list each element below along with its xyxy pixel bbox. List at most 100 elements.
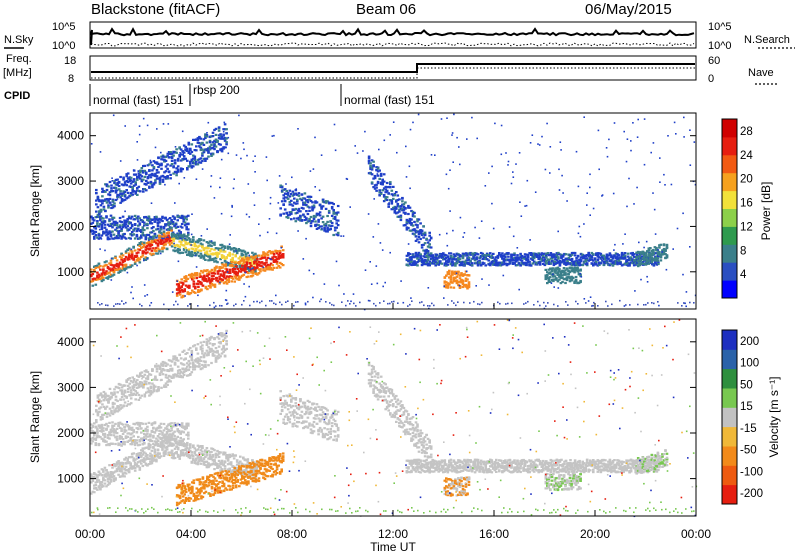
- heatmap-cell: [570, 253, 574, 256]
- heatmap-cell: [478, 259, 481, 263]
- heatmap-cell: [182, 233, 186, 236]
- heatmap-cell: [545, 260, 548, 263]
- heatmap-cell: [152, 235, 155, 238]
- heatmap-cell: [507, 263, 510, 266]
- heatmap-cell: [525, 262, 528, 265]
- heatmap-cell: [543, 256, 547, 259]
- heatmap-cell: [323, 283, 326, 285]
- heatmap-cell: [407, 258, 410, 261]
- heatmap-cell: [628, 264, 631, 267]
- heatmap-cell: [229, 258, 233, 261]
- heatmap-cell: [158, 424, 161, 427]
- heatmap-cell: [555, 277, 558, 280]
- heatmap-cell: [102, 476, 105, 479]
- heatmap-cell: [138, 125, 141, 127]
- heatmap-cell: [445, 254, 448, 257]
- heatmap-cell: [111, 177, 113, 179]
- heatmap-cell: [192, 291, 196, 294]
- heatmap-cell: [137, 224, 140, 227]
- heatmap-cell: [570, 267, 573, 270]
- heatmap-cell: [305, 210, 308, 213]
- power-heatmap: [90, 113, 697, 311]
- heatmap-cell: [179, 169, 183, 172]
- heatmap-cell: [121, 226, 125, 229]
- heatmap-cell: [514, 259, 518, 262]
- heatmap-cell: [464, 277, 468, 280]
- heatmap-cell: [149, 244, 152, 248]
- heatmap-cell: [102, 269, 105, 272]
- heatmap-cell: [225, 269, 229, 272]
- heatmap-cell: [228, 271, 232, 274]
- heatmap-cell: [91, 440, 95, 443]
- heatmap-cell: [97, 435, 101, 438]
- heatmap-cell: [136, 176, 139, 179]
- heatmap-cell: [636, 265, 640, 268]
- heatmap-cell: [214, 251, 218, 254]
- heatmap-cell: [244, 265, 247, 268]
- heatmap-cell: [259, 268, 262, 271]
- heatmap-cell: [577, 185, 580, 188]
- heatmap-cell: [96, 430, 99, 433]
- heatmap-cell: [208, 141, 212, 144]
- heatmap-cell: [165, 219, 169, 222]
- heatmap-cell: [395, 191, 398, 194]
- heatmap-cell: [577, 273, 581, 276]
- heatmap-cell: [133, 227, 137, 230]
- heatmap-cell: [393, 205, 397, 208]
- heatmap-cell: [551, 256, 554, 259]
- heatmap-cell: [248, 265, 252, 268]
- heatmap-cell: [381, 181, 384, 184]
- heatmap-cell: [114, 429, 117, 432]
- heatmap-cell: [91, 279, 95, 283]
- heatmap-cell: [148, 185, 151, 188]
- heatmap-cell: [248, 262, 252, 265]
- heatmap-cell: [585, 257, 589, 260]
- heatmap-cell: [195, 145, 198, 148]
- heatmap-cell: [97, 215, 101, 219]
- heatmap-cell: [219, 248, 222, 251]
- heatmap-cell: [225, 132, 228, 135]
- heatmap-cell: [278, 175, 281, 177]
- heatmap-cell: [188, 284, 191, 288]
- heatmap-cell: [146, 176, 150, 179]
- heatmap-cell: [449, 210, 451, 212]
- heatmap-cell: [141, 226, 145, 229]
- heatmap-cell: [434, 256, 437, 259]
- heatmap-cell: [309, 195, 313, 198]
- heatmap-cell: [408, 229, 412, 232]
- heatmap-cell: [210, 272, 214, 275]
- heatmap-cell: [164, 240, 167, 243]
- heatmap-cell: [106, 231, 110, 234]
- heatmap-cell: [271, 256, 274, 259]
- heatmap-cell: [97, 273, 101, 276]
- heatmap-cell: [479, 251, 483, 255]
- heatmap-cell: [552, 273, 554, 276]
- heatmap-cell: [296, 199, 299, 202]
- heatmap-cell: [184, 284, 188, 287]
- heatmap-cell: [308, 217, 311, 221]
- heatmap-cell: [510, 253, 513, 256]
- heatmap-cell: [440, 253, 444, 256]
- heatmap-cell: [332, 203, 335, 206]
- heatmap-cell: [156, 227, 160, 230]
- heatmap-cell: [590, 255, 594, 258]
- heatmap-cell: [389, 186, 392, 188]
- heatmap-cell: [132, 190, 136, 193]
- heatmap-cell: [106, 277, 110, 280]
- heatmap-cell: [277, 255, 280, 258]
- heatmap-cell: [147, 442, 151, 445]
- heatmap-cell: [104, 183, 107, 186]
- heatmap-cell: [303, 215, 307, 218]
- heatmap-cell: [552, 267, 555, 270]
- heatmap-cell: [102, 468, 105, 472]
- heatmap-cell: [605, 260, 609, 263]
- heatmap-cell: [479, 303, 481, 306]
- heatmap-cell: [126, 228, 129, 231]
- heatmap-cell: [162, 244, 166, 247]
- heatmap-cell: [638, 263, 641, 267]
- heatmap-cell: [147, 219, 151, 222]
- heatmap-cell: [393, 300, 395, 303]
- heatmap-cell: [135, 233, 139, 237]
- heatmap-cell: [405, 222, 409, 225]
- heatmap-cell: [553, 286, 555, 288]
